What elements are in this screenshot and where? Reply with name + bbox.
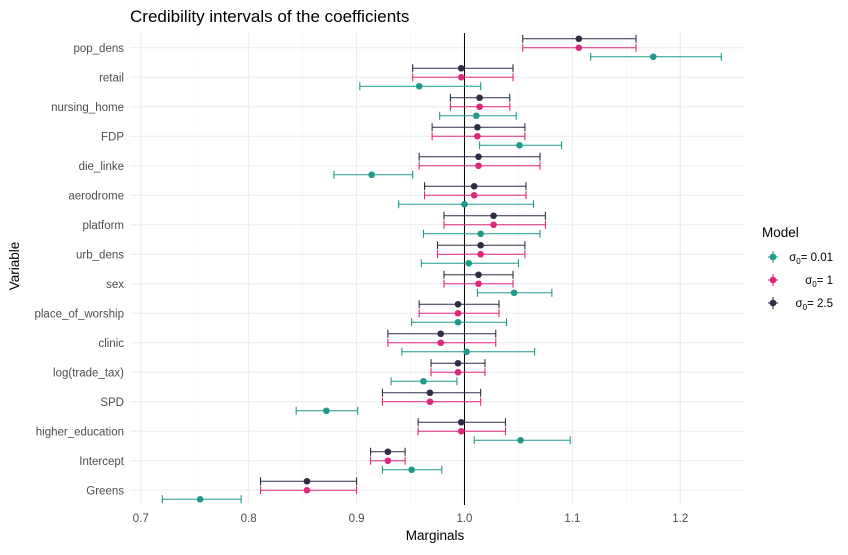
estimate-point bbox=[477, 250, 484, 258]
y-tick-label: clinic bbox=[98, 338, 124, 350]
estimate-point bbox=[510, 289, 518, 297]
estimate-point bbox=[474, 123, 481, 131]
estimate-point bbox=[408, 466, 415, 474]
y-tick-label: urb_dens bbox=[76, 249, 124, 261]
estimate-point bbox=[475, 271, 482, 279]
estimate-point bbox=[426, 389, 434, 397]
estimate-point bbox=[475, 162, 482, 170]
y-tick-label: Intercept bbox=[79, 456, 125, 468]
series-1 bbox=[161, 52, 722, 504]
estimate-point bbox=[463, 348, 470, 356]
legend: Model σ0= 0.01 σ0= 1 σ0= 2.5 bbox=[762, 225, 833, 312]
estimate-point bbox=[490, 212, 497, 220]
chart-title: Credibility intervals of the coefficient… bbox=[130, 7, 409, 26]
y-tick-label: log(trade_tax) bbox=[53, 367, 124, 379]
estimate-point bbox=[475, 153, 482, 161]
y-tick-label: higher_education bbox=[36, 426, 124, 438]
y-tick-label: aerodrome bbox=[68, 190, 124, 202]
series-2 bbox=[260, 43, 637, 495]
x-tick-labels: 0.7 0.8 0.9 1.0 1.1 1.2 bbox=[133, 513, 688, 525]
estimate-point bbox=[475, 280, 482, 288]
y-axis-title: Variable bbox=[7, 242, 22, 291]
estimate-point bbox=[437, 339, 445, 347]
legend-title: Model bbox=[762, 225, 799, 240]
estimate-point bbox=[454, 300, 462, 308]
estimate-point bbox=[476, 103, 483, 111]
series-3 bbox=[260, 34, 637, 486]
estimate-point bbox=[384, 448, 392, 456]
y-tick-label: place_of_worship bbox=[34, 308, 124, 320]
estimate-point bbox=[196, 495, 204, 503]
x-tick-label: 1.2 bbox=[672, 513, 688, 525]
legend-label: σ0= 0.01 bbox=[789, 252, 833, 266]
y-tick-label: Greens bbox=[86, 485, 124, 497]
estimate-point bbox=[490, 221, 497, 229]
interval-marks bbox=[161, 34, 722, 504]
estimate-point bbox=[303, 477, 311, 485]
grid bbox=[130, 33, 745, 505]
estimate-point bbox=[303, 486, 311, 494]
legend-key-point bbox=[769, 276, 777, 284]
x-tick-label: 0.9 bbox=[349, 513, 365, 525]
estimate-point bbox=[420, 377, 427, 385]
legend-item-3: σ0= 2.5 bbox=[768, 297, 833, 312]
y-tick-label: pop_dens bbox=[73, 43, 124, 55]
legend-item-2: σ0= 1 bbox=[768, 274, 833, 289]
x-axis-title: Marginals bbox=[406, 528, 465, 543]
estimate-point bbox=[323, 407, 330, 415]
estimate-point bbox=[470, 182, 478, 190]
estimate-point bbox=[470, 191, 478, 199]
estimate-point bbox=[575, 35, 583, 43]
y-tick-label: nursing_home bbox=[51, 102, 124, 114]
estimate-point bbox=[454, 368, 462, 376]
y-tick-label: FDP bbox=[101, 131, 124, 143]
y-tick-label: platform bbox=[82, 220, 124, 232]
estimate-point bbox=[368, 171, 375, 179]
estimate-point bbox=[649, 53, 657, 61]
estimate-point bbox=[457, 427, 465, 435]
y-tick-label: sex bbox=[106, 279, 124, 291]
y-tick-label: retail bbox=[99, 72, 124, 84]
estimate-point bbox=[454, 309, 462, 317]
estimate-point bbox=[457, 64, 465, 72]
estimate-point bbox=[465, 259, 473, 267]
estimate-point bbox=[517, 436, 524, 444]
estimate-point bbox=[457, 73, 465, 81]
x-tick-label: 0.8 bbox=[241, 513, 257, 525]
estimate-point bbox=[477, 230, 484, 238]
estimate-point bbox=[454, 318, 462, 326]
estimate-point bbox=[415, 82, 423, 90]
x-tick-label: 0.7 bbox=[133, 513, 149, 525]
estimate-point bbox=[575, 44, 583, 52]
legend-label: σ0= 1 bbox=[805, 275, 833, 289]
legend-key-point bbox=[769, 299, 777, 307]
x-tick-label: 1.1 bbox=[564, 513, 580, 525]
x-tick-label: 1.0 bbox=[456, 513, 472, 525]
estimate-point bbox=[457, 418, 465, 426]
y-tick-label: SPD bbox=[100, 397, 124, 409]
estimate-point bbox=[461, 200, 468, 208]
estimate-point bbox=[474, 132, 481, 140]
legend-label: σ0= 2.5 bbox=[796, 298, 833, 312]
estimate-point bbox=[437, 330, 445, 338]
legend-key-point bbox=[769, 253, 777, 261]
estimate-point bbox=[516, 141, 523, 149]
legend-item-1: σ0= 0.01 bbox=[768, 251, 833, 266]
estimate-point bbox=[473, 112, 480, 120]
estimate-point bbox=[426, 398, 434, 406]
y-tick-label: die_linke bbox=[79, 161, 124, 173]
estimate-point bbox=[477, 241, 484, 249]
estimate-point bbox=[384, 457, 392, 465]
estimate-point bbox=[476, 94, 483, 102]
estimate-point bbox=[454, 359, 462, 367]
